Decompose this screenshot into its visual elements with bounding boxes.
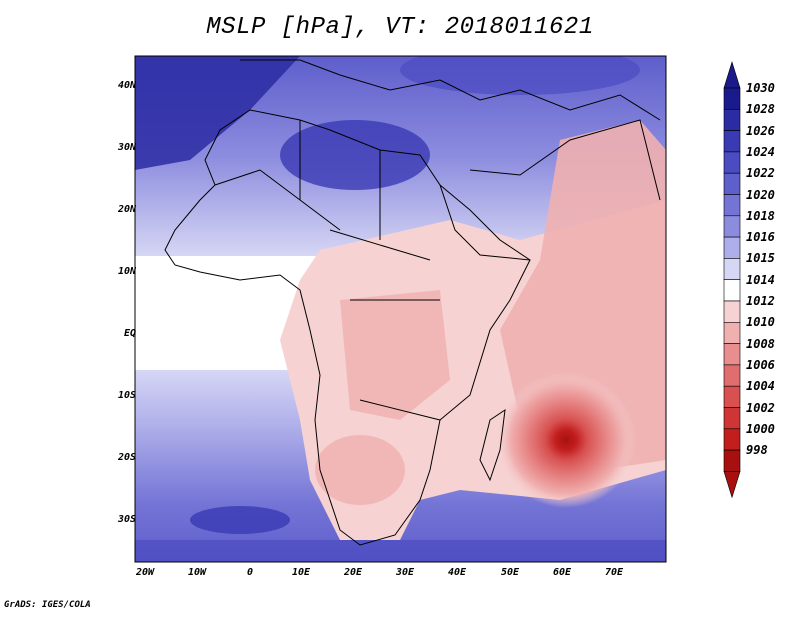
colorbar-level-label: 1014 — [746, 272, 775, 287]
colorbar-level-label: 1030 — [746, 81, 775, 95]
colorbar-level-label: 1012 — [746, 294, 775, 308]
lat-label-30s: 30S — [117, 514, 136, 525]
colorbar-swatch — [723, 364, 741, 387]
colorbar-swatch — [723, 449, 741, 472]
colorbar-swatch — [723, 343, 741, 366]
colorbar-swatch — [723, 385, 741, 408]
lon-label-10e: 10E — [291, 567, 311, 578]
lon-label-60e: 60E — [552, 567, 572, 578]
colorbar-swatch — [723, 428, 741, 451]
colorbar-swatch — [723, 151, 741, 174]
colorbar-swatch — [723, 279, 741, 302]
colorbar-swatch — [723, 321, 741, 344]
lat-label-10n: 10N — [117, 266, 136, 277]
colorbar-level-label: 1018 — [746, 208, 775, 223]
lon-label-0: 0 — [246, 567, 254, 578]
colorbar-level-label: 1016 — [746, 230, 775, 245]
lon-label-10w: 10W — [187, 567, 207, 578]
pressure-field — [135, 56, 666, 562]
colorbar-level-label: 1004 — [746, 379, 775, 394]
colorbar-swatch — [723, 194, 741, 217]
colorbar-level-label: 1008 — [746, 336, 775, 351]
colorbar-level-label: 1006 — [746, 357, 775, 372]
colorbar-level-label: 1015 — [746, 251, 775, 266]
lon-label-50e: 50E — [500, 567, 520, 578]
lat-label-10s: 10S — [117, 390, 136, 401]
colorbar-swatch — [723, 109, 741, 131]
lon-label-20w: 20W — [135, 567, 155, 578]
colorbar-level-label: 1020 — [746, 187, 775, 202]
colorbar-level-label: 998 — [746, 443, 768, 458]
colorbar-swatch — [723, 407, 741, 430]
colorbar-swatch — [723, 236, 741, 259]
coastlines — [164, 59, 661, 546]
colorbar-level-label: 1000 — [746, 421, 775, 436]
colorbar-top-arrow — [723, 60, 741, 89]
colorbar-swatch — [723, 87, 741, 110]
lat-label-eq: EQ — [123, 328, 136, 339]
map-title: MSLP [hPa], VT: 2018011621 — [206, 14, 594, 41]
lat-label-40n: 40N — [117, 80, 136, 91]
colorbar-level-label: 1002 — [746, 400, 775, 415]
lat-label-20s: 20S — [117, 452, 136, 463]
colorbar-level-label: 1028 — [746, 102, 775, 117]
colorbar-level-label: 1010 — [746, 315, 775, 330]
plot-frame — [134, 55, 667, 563]
lon-label-70e: 70E — [604, 567, 624, 578]
colorbar-level-label: 1022 — [746, 166, 775, 181]
colorbar-bottom-arrow — [723, 471, 741, 499]
colorbar-swatch — [723, 215, 741, 238]
lat-label-20n: 20N — [117, 204, 136, 215]
colorbar-swatch — [723, 130, 741, 153]
colorbar-swatch — [723, 300, 741, 323]
colorbar-level-label: 1026 — [746, 123, 775, 138]
lon-label-40e: 40E — [447, 567, 467, 578]
lon-label-30e: 30E — [395, 567, 415, 578]
lat-label-30n: 30N — [117, 142, 136, 153]
colorbar — [723, 60, 741, 499]
lon-label-20e: 20E — [343, 567, 363, 578]
credit-text: GrADS: IGES/COLA — [4, 600, 91, 610]
colorbar-swatch — [723, 172, 741, 195]
colorbar-swatch — [723, 258, 741, 280]
colorbar-level-label: 1024 — [746, 144, 775, 159]
